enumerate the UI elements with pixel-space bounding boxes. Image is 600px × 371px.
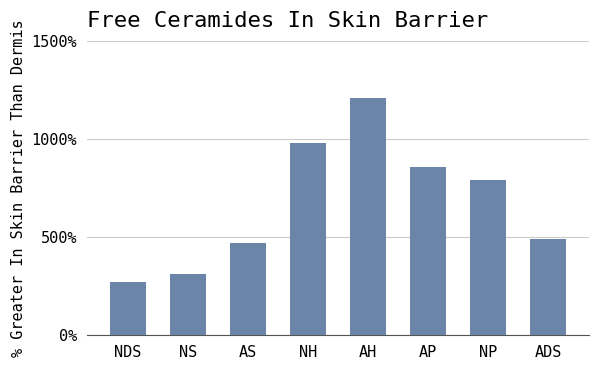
Bar: [290, 143, 326, 335]
Y-axis label: % Greater In Skin Barrier Than Dermis: % Greater In Skin Barrier Than Dermis: [11, 19, 26, 357]
Bar: [170, 275, 206, 335]
Bar: [230, 243, 266, 335]
Bar: [470, 180, 506, 335]
Bar: [530, 239, 566, 335]
Text: Free Ceramides In Skin Barrier: Free Ceramides In Skin Barrier: [87, 11, 488, 31]
Bar: [110, 282, 146, 335]
Bar: [410, 167, 446, 335]
Bar: [350, 98, 386, 335]
